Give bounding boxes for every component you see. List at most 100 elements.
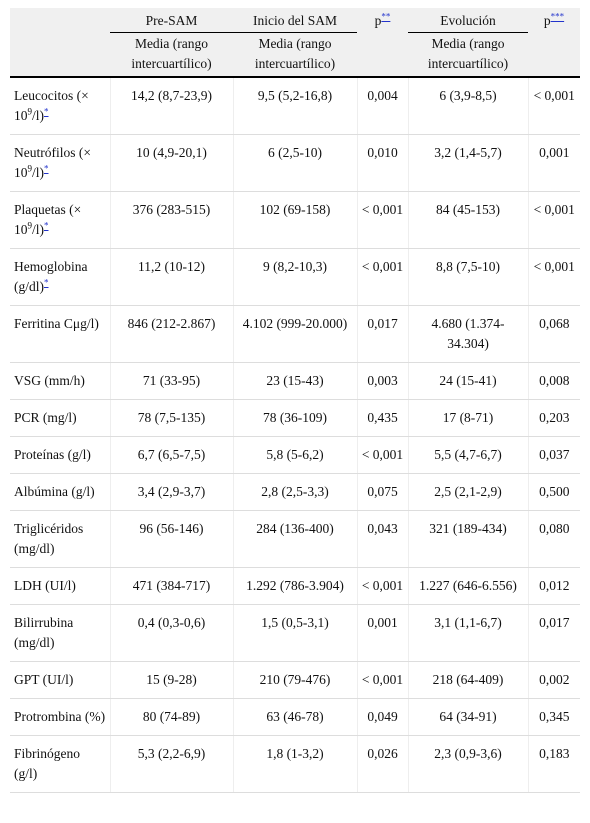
table-cell: 210 (79-476)	[233, 661, 358, 699]
label-text: Neutrófilos (× 10	[14, 145, 91, 180]
table-cell: 0,068	[528, 305, 580, 363]
footnote-link[interactable]: ***	[550, 11, 565, 22]
table-row: Ferritina Cμg/l) 846 (212-2.867) 4.102 (99…	[10, 305, 580, 363]
table-cell: 71 (33-95)	[110, 362, 234, 400]
table-cell: 2,3 (0,9-3,6)	[408, 735, 529, 793]
table-cell: 0,004	[357, 77, 409, 135]
data-table: Pre-SAM Inicio del SAM p** Evolución p*** Med…	[10, 8, 580, 793]
row-label: Triglicéridos (mg/dl)	[10, 510, 111, 568]
table-cell: 3,2 (1,4-5,7)	[408, 134, 529, 192]
table-row: Fibrinógeno (g/l) 5,3 (2,2-6,9) 1,8 (1-3,2…	[10, 735, 580, 793]
table-row: Bilirrubina (mg/dl) 0,4 (0,3-0,6) 1,5 (0,5…	[10, 604, 580, 662]
table-cell: 0,080	[528, 510, 580, 568]
label-text: PCR (mg/l)	[14, 410, 77, 425]
table-cell: < 0,001	[357, 248, 409, 306]
subheader-row: Media (rango intercuartílico) Media (rang…	[10, 32, 580, 78]
subheader-cell: Media (rango intercuartílico)	[233, 32, 357, 78]
table-cell: 3,1 (1,1-6,7)	[408, 604, 529, 662]
footnote-link[interactable]: *	[44, 220, 49, 231]
table-cell: 2,8 (2,5-3,3)	[233, 473, 358, 511]
table-cell: 0,002	[528, 661, 580, 699]
table-cell: 9 (8,2-10,3)	[233, 248, 358, 306]
table-row: Hemoglobina (g/dl)* 11,2 (10-12) 9 (8,2-10…	[10, 248, 580, 306]
label-unit: /l)	[32, 222, 44, 237]
label-text: Albúmina (g/l)	[14, 484, 95, 499]
table-row: Triglicéridos (mg/dl) 96 (56-146) 284 (136…	[10, 510, 580, 568]
table-cell: 5,3 (2,2-6,9)	[110, 735, 234, 793]
footnote-ref: **	[381, 12, 390, 22]
label-text: Hemoglobina (g/dl)	[14, 259, 88, 294]
row-label: Fibrinógeno (g/l)	[10, 735, 111, 793]
label-text: LDH (UI/l)	[14, 578, 76, 593]
row-label: Albúmina (g/l)	[10, 473, 111, 511]
label-unit: /l)	[32, 165, 44, 180]
column-title: Pre-SAM	[145, 13, 198, 28]
table-cell: 846 (212-2.867)	[110, 305, 234, 363]
row-label: Plaquetas (× 109/l)*	[10, 191, 111, 249]
column-header: p**	[357, 8, 408, 33]
label-text: Protrombina (%)	[14, 709, 106, 724]
table-row: Proteínas (g/l) 6,7 (6,5-7,5) 5,8 (5-6,2) <…	[10, 436, 580, 474]
table-cell: 0,037	[528, 436, 580, 474]
table-row: LDH (UI/l) 471 (384-717) 1.292 (786-3.904)…	[10, 567, 580, 605]
footnote-ref: ***	[551, 12, 565, 22]
table-cell: 17 (8-71)	[408, 399, 529, 437]
footnote-link[interactable]: *	[44, 106, 49, 117]
table-cell: 8,8 (7,5-10)	[408, 248, 529, 306]
row-label: GPT (UI/l)	[10, 661, 111, 699]
table-cell: < 0,001	[528, 191, 580, 249]
table-cell: 102 (69-158)	[233, 191, 358, 249]
table-cell: 0,075	[357, 473, 409, 511]
table-cell: 0,001	[528, 134, 580, 192]
table-row: Leucocitos (× 109/l)* 14,2 (8,7-23,9) 9,5 …	[10, 77, 580, 135]
table-cell: 11,2 (10-12)	[110, 248, 234, 306]
table-cell: 0,026	[357, 735, 409, 793]
subheader-cell	[528, 32, 580, 78]
table-cell: 0,049	[357, 698, 409, 736]
table-cell: 84 (45-153)	[408, 191, 529, 249]
footnote-link[interactable]: *	[44, 163, 49, 174]
table-cell: 14,2 (8,7-23,9)	[110, 77, 234, 135]
table-cell: 1.292 (786-3.904)	[233, 567, 358, 605]
table-cell: 80 (74-89)	[110, 698, 234, 736]
row-label: Hemoglobina (g/dl)*	[10, 248, 111, 306]
superscript: 9	[27, 163, 33, 174]
table-cell: < 0,001	[357, 436, 409, 474]
table-header: Pre-SAM Inicio del SAM p** Evolución p*** Med…	[10, 8, 580, 78]
table-cell: 0,012	[528, 567, 580, 605]
table-cell: 10 (4,9-20,1)	[110, 134, 234, 192]
table-cell: 3,4 (2,9-3,7)	[110, 473, 234, 511]
table-body: Leucocitos (× 109/l)* 14,2 (8,7-23,9) 9,5 …	[10, 77, 580, 793]
footnote-link[interactable]: *	[44, 277, 49, 288]
column-header: p***	[528, 8, 580, 33]
label-unit: /l)	[32, 108, 44, 123]
column-title: Evolución	[440, 13, 496, 28]
table-cell: 471 (384-717)	[110, 567, 234, 605]
table-cell: 0,183	[528, 735, 580, 793]
table-cell: 4.680 (1.374-34.304)	[408, 305, 529, 363]
table-cell: 0,4 (0,3-0,6)	[110, 604, 234, 662]
table-cell: 15 (9-28)	[110, 661, 234, 699]
table-cell: 0,203	[528, 399, 580, 437]
table-cell: 0,500	[528, 473, 580, 511]
table-cell: 0,001	[357, 604, 409, 662]
row-label: PCR (mg/l)	[10, 399, 111, 437]
table-cell: 1,5 (0,5-3,1)	[233, 604, 358, 662]
row-label: Neutrófilos (× 109/l)*	[10, 134, 111, 192]
table-cell: 284 (136-400)	[233, 510, 358, 568]
table-row: Plaquetas (× 109/l)* 376 (283-515) 102 (69…	[10, 191, 580, 249]
table-cell: < 0,001	[528, 248, 580, 306]
column-title: p	[543, 13, 551, 28]
column-header: Inicio del SAM	[233, 8, 357, 33]
subheader-cell	[357, 32, 408, 78]
table-cell: 24 (15-41)	[408, 362, 529, 400]
column-header: Evolución	[408, 8, 528, 33]
subheader-text: Media (rango intercuartílico)	[254, 36, 336, 71]
table-cell: 4.102 (999-20.000)	[233, 305, 358, 363]
table-cell: 0,003	[357, 362, 409, 400]
row-label: Proteínas (g/l)	[10, 436, 111, 474]
table-cell: 2,5 (2,1-2,9)	[408, 473, 529, 511]
row-label: LDH (UI/l)	[10, 567, 111, 605]
footnote-ref: *	[44, 278, 49, 288]
footnote-link[interactable]: **	[381, 11, 391, 22]
